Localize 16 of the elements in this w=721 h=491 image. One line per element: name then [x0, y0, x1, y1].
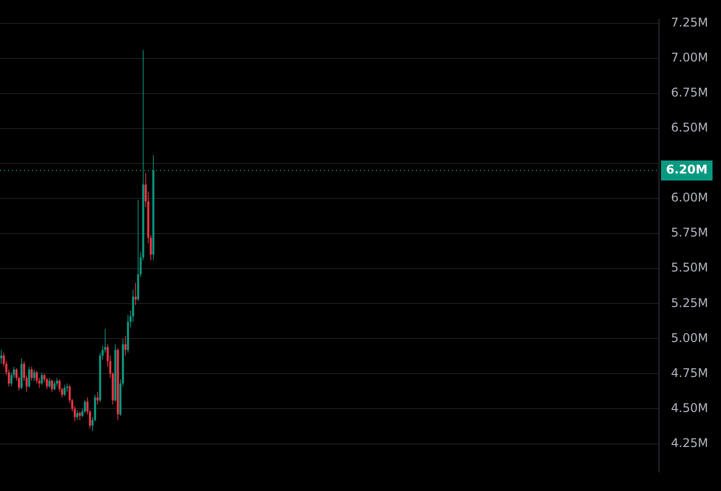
y-tick-label: 7.00M [671, 50, 708, 65]
y-tick-label: 6.00M [671, 190, 708, 205]
y-tick-label: 4.25M [671, 436, 708, 450]
candlestick [134, 282, 137, 306]
y-tick-label: 6.75M [671, 86, 708, 100]
y-tick-label: 5.50M [671, 260, 708, 275]
y-tick-label: 5.00M [671, 330, 708, 345]
ref-line-label: 6.20M [666, 162, 708, 177]
y-tick-label: 5.25M [671, 296, 708, 310]
y-tick-label: 4.75M [671, 366, 708, 380]
y-tick-label: 4.50M [671, 400, 708, 415]
candlestick [124, 336, 126, 356]
candlestick [96, 392, 99, 405]
y-tick-label: 6.50M [671, 120, 708, 135]
y-tick-label: 5.75M [671, 226, 708, 240]
y-tick-label: 7.25M [671, 16, 708, 30]
